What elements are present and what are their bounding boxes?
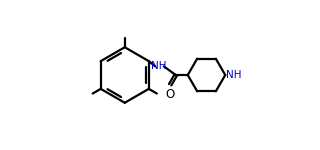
Text: NH: NH — [227, 70, 242, 80]
Text: O: O — [165, 88, 175, 102]
Text: NH: NH — [151, 61, 167, 71]
